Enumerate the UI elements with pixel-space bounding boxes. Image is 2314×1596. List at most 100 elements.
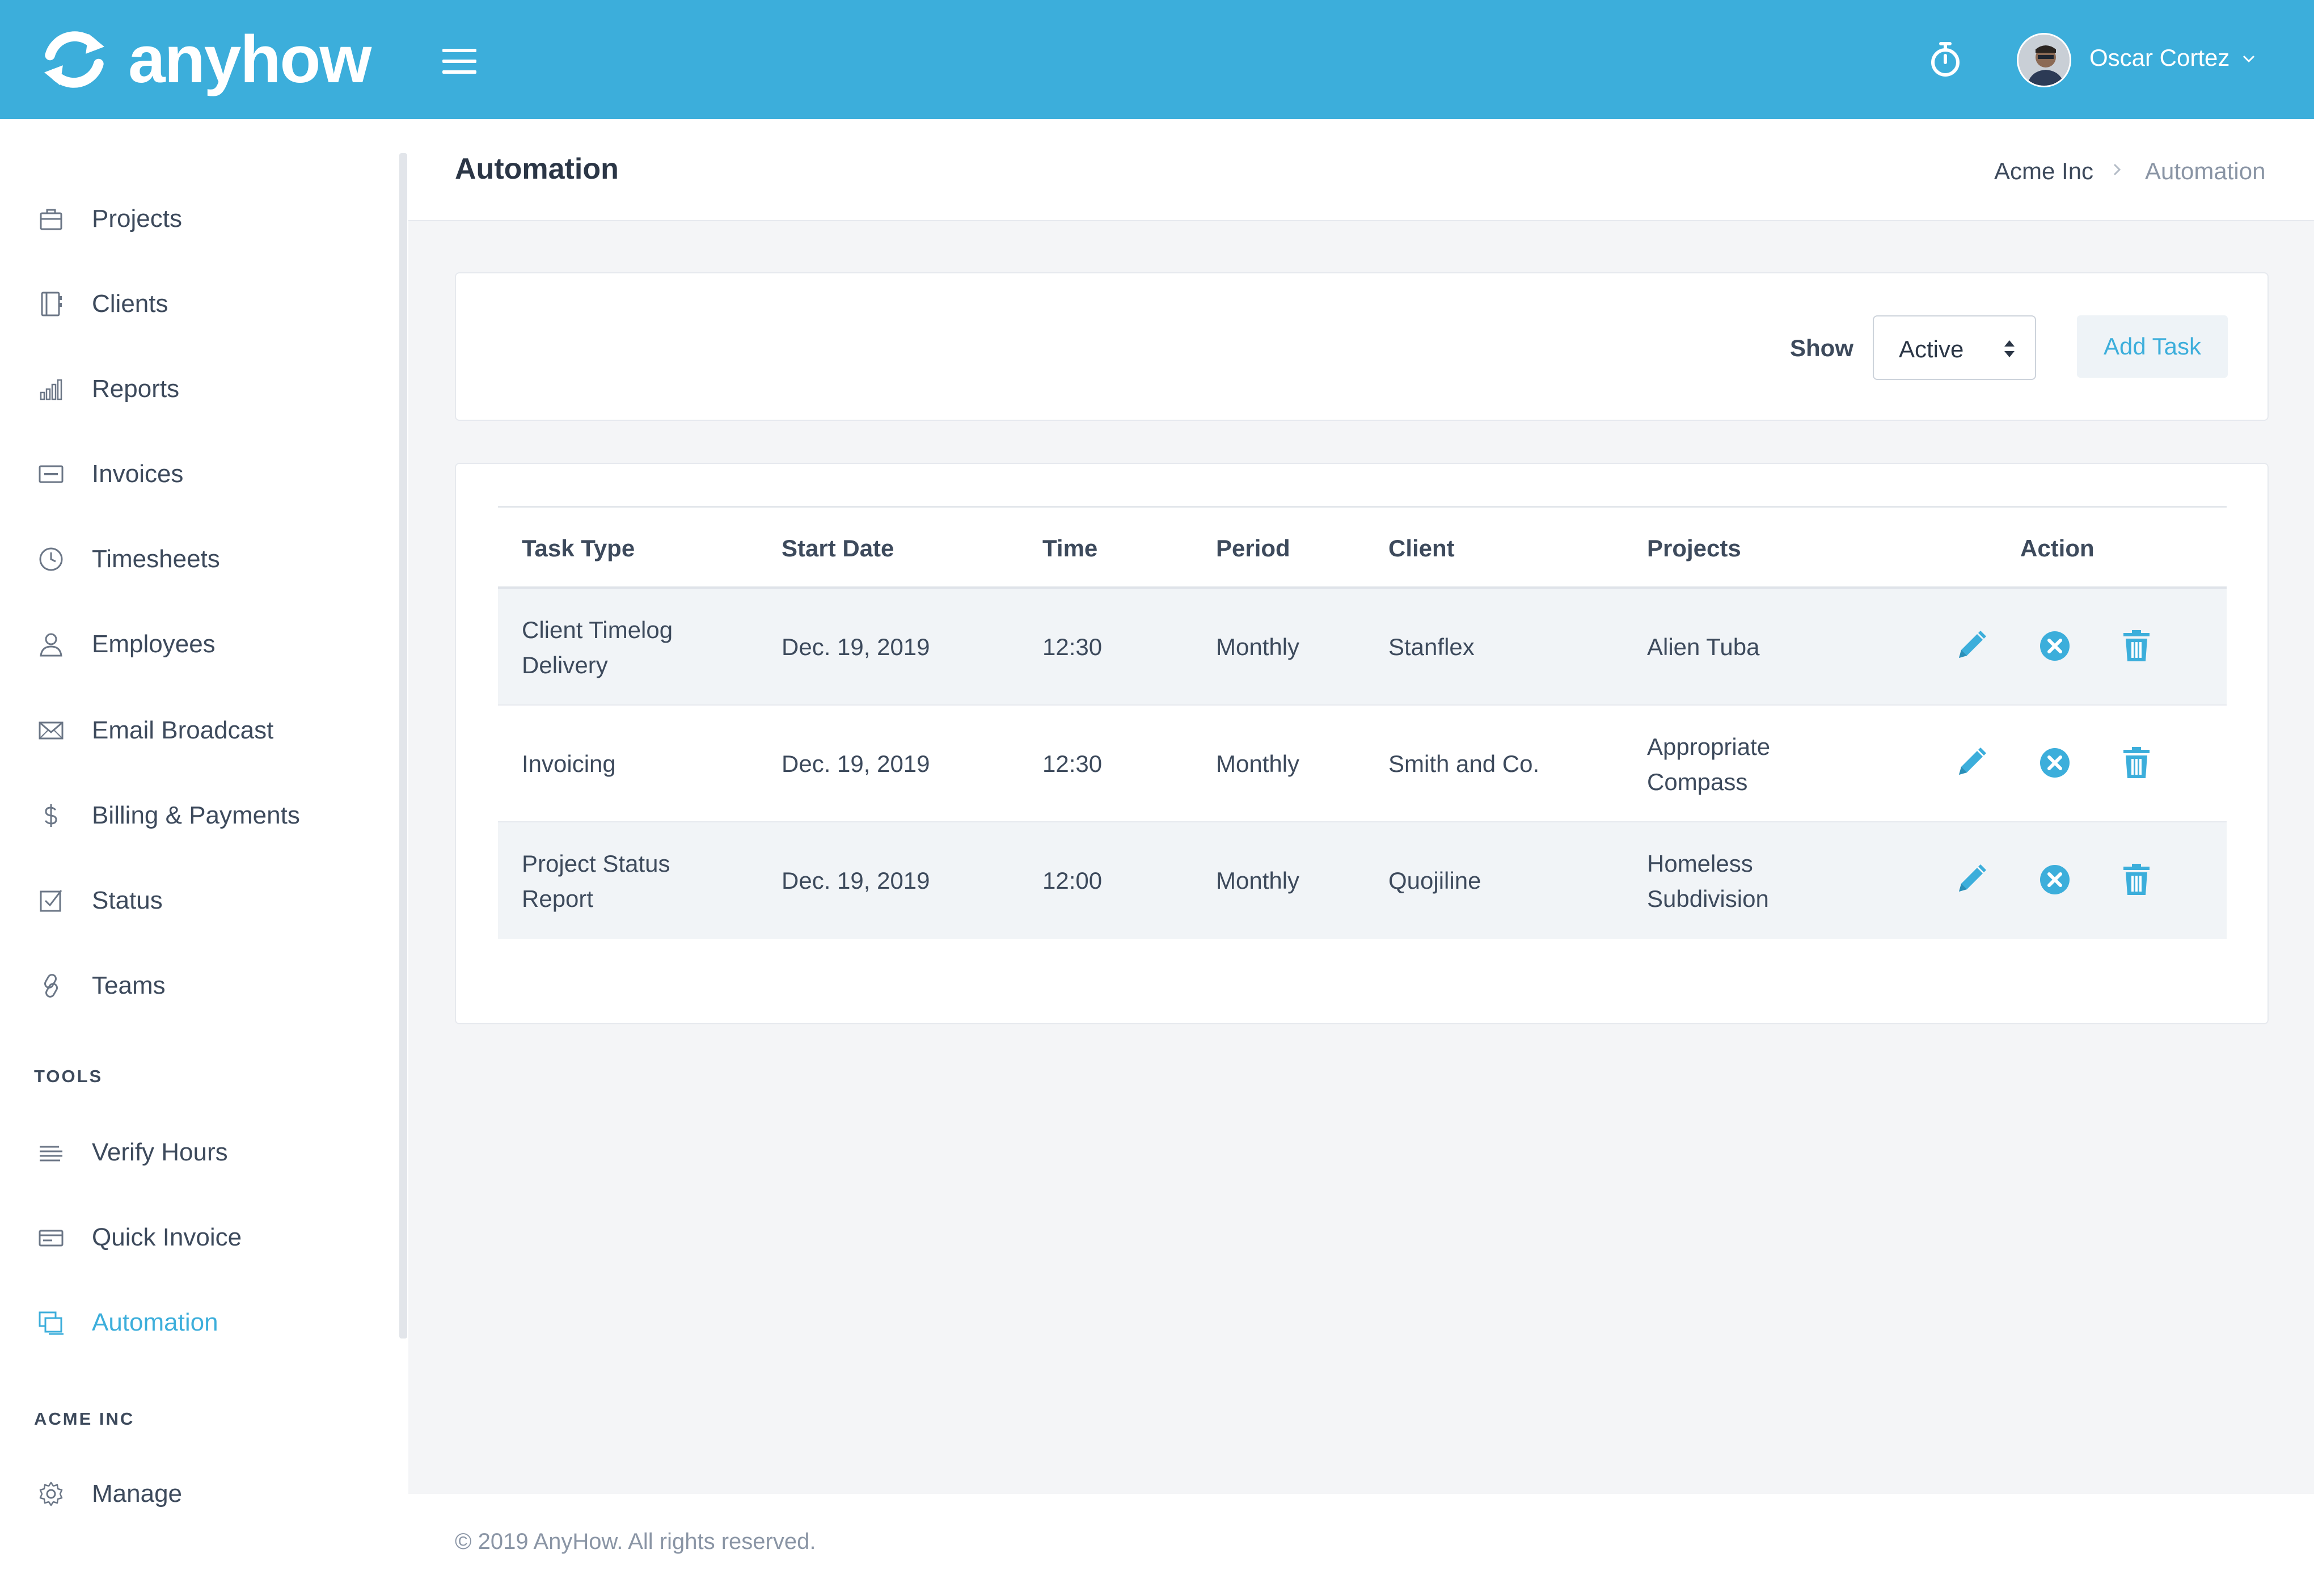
cell-time: 12:30 <box>1042 634 1103 660</box>
table-card: Task Type Start Date Time Period Client … <box>455 463 2269 1024</box>
cell-project: Homeless Subdivision <box>1647 850 1769 912</box>
brand-name: anyhow <box>128 22 371 97</box>
sidebar-item-status[interactable]: Status <box>34 878 163 923</box>
sidebar-item-reports[interactable]: Reports <box>34 366 179 412</box>
close-circle-icon <box>2040 865 2070 894</box>
hamburger-icon-line <box>442 70 476 74</box>
breadcrumb-link-acme-inc[interactable]: Acme Inc <box>1994 158 2094 184</box>
avatar[interactable] <box>2017 33 2071 87</box>
envelope-icon <box>34 713 68 748</box>
sidebar-item-verify-hours[interactable]: Verify Hours <box>34 1130 228 1175</box>
edit-button[interactable] <box>1953 628 1988 664</box>
sidebar-item-timesheets[interactable]: Timesheets <box>34 537 220 582</box>
table-row: Client Timelog Delivery Dec. 19, 2019 12… <box>498 589 2227 706</box>
address-book-icon <box>34 287 68 321</box>
sidebar-item-clients[interactable]: Clients <box>34 281 168 327</box>
delete-button[interactable] <box>2119 745 2154 780</box>
cell-task-type: Invoicing <box>522 750 616 777</box>
cell-task-type: Client Timelog Delivery <box>522 617 673 678</box>
cell-period: Monthly <box>1216 634 1300 660</box>
stopwatch-icon[interactable] <box>1928 41 1962 78</box>
chevron-down-icon[interactable] <box>2241 52 2256 65</box>
column-header-action: Action <box>2020 535 2095 561</box>
sidebar-item-label: Automation <box>92 1308 218 1336</box>
footer: © 2019 AnyHow. All rights reserved. <box>408 1494 2314 1596</box>
sidebar-item-automation[interactable]: Automation <box>34 1300 218 1345</box>
edit-button[interactable] <box>1953 862 1988 897</box>
status-select-value: Active <box>1899 336 1964 362</box>
cancel-task-button[interactable] <box>2037 745 2072 780</box>
cell-task-type: Project Status Report <box>522 850 670 912</box>
column-header-client[interactable]: Client <box>1388 535 1455 561</box>
cancel-task-button[interactable] <box>2037 862 2072 897</box>
edit-button[interactable] <box>1953 745 1988 780</box>
trash-icon <box>2123 747 2150 778</box>
cell-start-date: Dec. 19, 2019 <box>782 634 930 660</box>
add-task-button[interactable]: Add Task <box>2077 315 2228 378</box>
close-circle-icon <box>2040 748 2070 778</box>
user-name[interactable]: Oscar Cortez <box>2089 44 2230 71</box>
link-icon <box>34 969 68 1003</box>
briefcase-icon <box>34 202 68 236</box>
sort-arrows-icon <box>2004 340 2015 357</box>
column-header-projects[interactable]: Projects <box>1647 535 1741 561</box>
sidebar-item-employees[interactable]: Employees <box>34 622 216 667</box>
pencil-icon <box>1959 631 1986 658</box>
section-label-acme-inc: ACME INC <box>34 1409 135 1429</box>
cell-project: Appropriate Compass <box>1647 733 1771 795</box>
sidebar-item-manage[interactable]: Manage <box>34 1471 182 1517</box>
sidebar-item-label: Clients <box>92 290 168 318</box>
column-header-period[interactable]: Period <box>1216 535 1290 561</box>
section-label-tools: TOOLS <box>34 1066 103 1086</box>
sidebar-item-label: Verify Hours <box>92 1138 228 1166</box>
refresh-logo-icon <box>44 31 104 88</box>
checkbox-icon <box>34 884 68 918</box>
clock-icon <box>34 542 68 576</box>
sidebar-item-label: Projects <box>92 205 182 233</box>
sidebar-item-label: Invoices <box>92 460 184 488</box>
brand-logo[interactable]: anyhow <box>39 22 371 97</box>
cell-period: Monthly <box>1216 750 1300 777</box>
cell-time: 12:30 <box>1042 750 1103 777</box>
sidebar-item-label: Employees <box>92 630 216 658</box>
copyright-text: © 2019 AnyHow. All rights reserved. <box>455 1529 816 1554</box>
cell-client: Quojiline <box>1388 867 1481 894</box>
cancel-task-button[interactable] <box>2037 628 2072 664</box>
trash-icon <box>2123 864 2150 895</box>
table-row: Invoicing Dec. 19, 2019 12:30 Monthly Sm… <box>498 706 2227 822</box>
bar-chart-icon <box>34 372 68 406</box>
sidebar-scrollbar[interactable] <box>399 153 407 1339</box>
column-header-time[interactable]: Time <box>1042 535 1098 561</box>
cell-client: Stanflex <box>1388 634 1475 660</box>
menu-toggle-button[interactable] <box>442 49 476 74</box>
table-header: Task Type Start Date Time Period Client … <box>498 506 2227 589</box>
cell-start-date: Dec. 19, 2019 <box>782 867 930 894</box>
pencil-icon <box>1959 748 1986 775</box>
sidebar-item-email-broadcast[interactable]: Email Broadcast <box>34 708 273 753</box>
close-circle-icon <box>2040 631 2070 661</box>
sidebar-item-billing-payments[interactable]: Billing & Payments <box>34 793 300 838</box>
hamburger-icon <box>442 49 476 52</box>
cell-start-date: Dec. 19, 2019 <box>782 750 930 777</box>
status-select[interactable]: Active <box>1873 315 2036 380</box>
page-header: Automation Acme Inc Automation <box>408 119 2314 221</box>
cell-time: 12:00 <box>1042 867 1103 894</box>
sidebar-item-label: Timesheets <box>92 545 220 573</box>
delete-button[interactable] <box>2119 862 2154 897</box>
invoice-icon <box>34 457 68 491</box>
sidebar: Projects Clients Reports Invoices Timesh… <box>0 119 408 1596</box>
sidebar-item-projects[interactable]: Projects <box>34 196 182 242</box>
sidebar-item-label: Status <box>92 886 163 914</box>
sidebar-item-teams[interactable]: Teams <box>34 963 166 1008</box>
pencil-icon <box>1959 864 1986 892</box>
column-header-start-date[interactable]: Start Date <box>782 535 894 561</box>
delete-button[interactable] <box>2119 628 2154 664</box>
column-header-task-type[interactable]: Task Type <box>522 535 635 561</box>
table-row: Project Status Report Dec. 19, 2019 12:0… <box>498 822 2227 939</box>
sidebar-item-invoices[interactable]: Invoices <box>34 451 183 497</box>
show-label: Show <box>1790 335 1853 361</box>
sidebar-item-label: Teams <box>92 972 166 999</box>
lines-icon <box>34 1135 68 1169</box>
cell-client: Smith and Co. <box>1388 750 1540 777</box>
sidebar-item-quick-invoice[interactable]: Quick Invoice <box>34 1215 242 1260</box>
